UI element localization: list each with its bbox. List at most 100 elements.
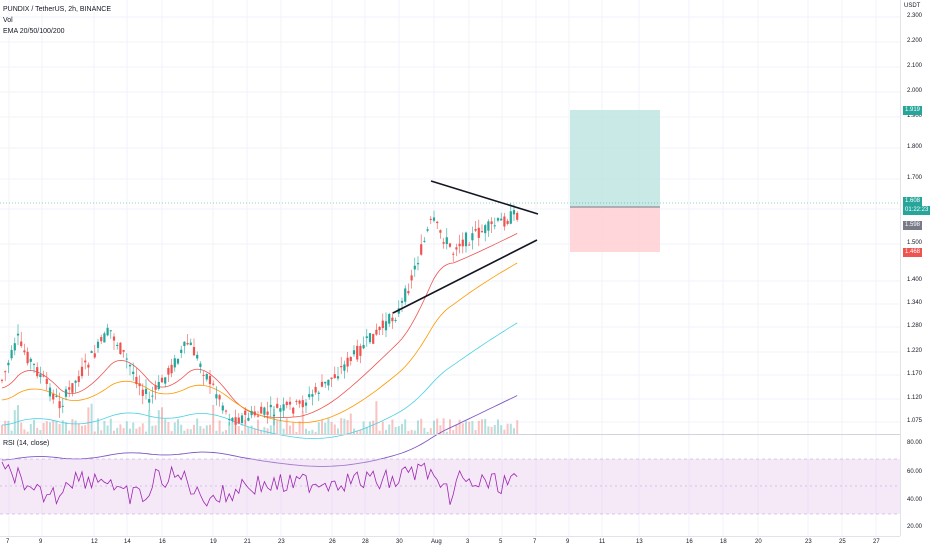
price-tick: 1.220 (907, 348, 923, 354)
candle-body (304, 402, 308, 406)
stop-zone (570, 207, 660, 252)
ema20-line (1, 233, 518, 419)
candle-body (141, 389, 144, 396)
chart-area[interactable] (0, 0, 900, 536)
candle-body (432, 217, 436, 221)
candle-body (55, 395, 58, 397)
volume-bar (503, 429, 506, 434)
volume-bar (292, 422, 295, 434)
pane-divider[interactable] (0, 434, 932, 435)
time-label: 28 (362, 539, 369, 545)
candle-body (365, 336, 368, 339)
candle-body (208, 375, 212, 385)
volume-bar (199, 426, 202, 434)
volume-bar (68, 430, 71, 434)
price-tick: 1.170 (907, 371, 923, 377)
volume-bar (151, 425, 154, 434)
volume-bar (225, 430, 227, 434)
volume-bar (442, 418, 445, 434)
candle-body (455, 247, 458, 250)
candle-body (269, 404, 272, 408)
volume-bar (289, 425, 291, 434)
candle-body (125, 358, 128, 360)
candle-body (199, 363, 202, 367)
volume-bar (7, 420, 10, 434)
volume-bar (257, 419, 259, 434)
volume-bar (407, 431, 410, 434)
volume-bar (333, 424, 336, 434)
volume-bar (317, 422, 320, 434)
price-tick: 1.075 (907, 418, 923, 424)
volume-bar (231, 421, 234, 434)
symbol-label[interactable]: PUNDIX / TetherUS, 2h, BINANCE (3, 6, 112, 13)
volume-bar (4, 420, 7, 434)
volume-bar (484, 418, 487, 434)
rsi-legend[interactable]: RSI (14, close) (3, 440, 50, 447)
volume-bar (1, 424, 3, 434)
candle-body (340, 366, 343, 368)
price-tick: 1.500 (907, 240, 923, 246)
volume-bar (177, 419, 179, 434)
price-tick: 1.280 (907, 323, 923, 329)
time-scale[interactable]: 7 9 12 14 16 19 21 23 26 28 30 Aug 3 5 7 9 11 13 16 18 20 23 2… (0, 536, 900, 551)
volume-bar (26, 431, 29, 434)
candle-body (247, 417, 250, 421)
candle-body (36, 367, 39, 377)
volume-label[interactable]: Vol (3, 17, 13, 24)
price-scale[interactable]: USDT 2.300 2.200 2.100 2.000 1.900 1.800 1.700… (900, 0, 932, 536)
ema-label[interactable]: EMA 20/50/100/200 (3, 28, 65, 35)
volume-bar (500, 425, 503, 434)
volume-bar (433, 420, 435, 434)
volume-bar (362, 421, 365, 434)
candle-body (452, 253, 455, 255)
volume-bar (164, 419, 167, 434)
volume-bar (445, 431, 448, 434)
time-label: 16 (686, 539, 693, 545)
volume-bar (170, 431, 173, 434)
candle-body (151, 395, 154, 397)
candle-body (138, 383, 141, 387)
volume-bar (410, 429, 413, 434)
time-label: 26 (329, 539, 336, 545)
volume-bar (276, 420, 279, 434)
time-label: 21 (244, 539, 251, 545)
volume-bar (97, 418, 99, 434)
volume-bar (81, 425, 83, 434)
candle-body (500, 218, 503, 221)
time-label: 18 (720, 539, 727, 545)
candle-body (109, 330, 112, 332)
volume-bar (90, 403, 93, 434)
candle-body (266, 411, 269, 415)
volume-bar (122, 428, 125, 434)
lower-trendline (392, 239, 538, 314)
candle-body (349, 357, 352, 362)
volume-bar (87, 407, 90, 434)
volume-bar (145, 431, 147, 434)
candle-body (352, 350, 356, 355)
time-label: 23 (805, 539, 812, 545)
volume-bar (365, 427, 368, 434)
candle-body (343, 364, 346, 371)
candle-body (503, 216, 506, 227)
candle-body (164, 377, 167, 384)
price-chart[interactable] (0, 0, 900, 536)
volume-bar (74, 420, 77, 434)
time-label: 30 (396, 539, 403, 545)
volume-bar (282, 428, 285, 434)
volume-bar (353, 428, 355, 434)
volume-bar (23, 429, 26, 434)
volume-bar (221, 431, 224, 434)
candle-body (445, 237, 448, 245)
volume-bar (305, 428, 307, 434)
candle-body (381, 320, 384, 329)
volume-bar (253, 428, 256, 434)
candle-body (135, 376, 138, 385)
time-label: 9 (39, 539, 43, 545)
candle-body (400, 300, 404, 303)
volume-bar (196, 418, 199, 434)
candle-body (308, 394, 311, 398)
volume-bar (429, 428, 432, 434)
candle-body (272, 414, 276, 417)
volume-bar (186, 428, 189, 434)
time-label: 14 (124, 539, 131, 545)
